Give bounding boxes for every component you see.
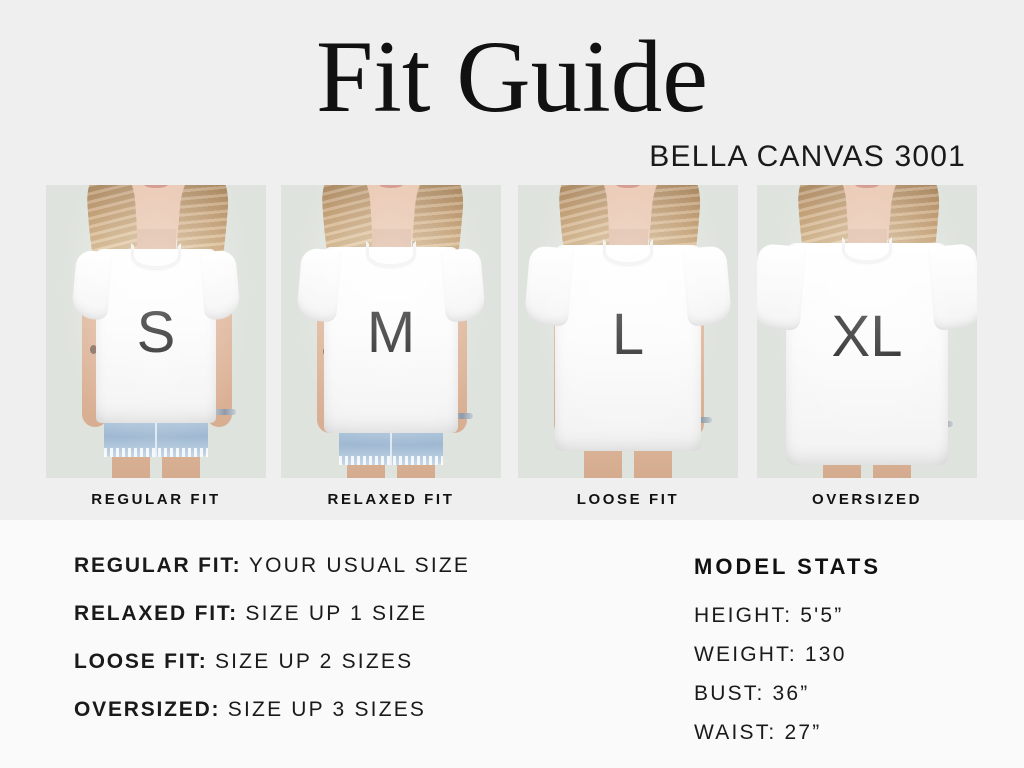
size-letter-m: M [366, 300, 416, 365]
lips-icon [615, 185, 641, 188]
tshirt-l [523, 239, 733, 451]
page-title: Fit Guide [316, 20, 708, 134]
sleeve-left [295, 247, 343, 323]
collar-shape [131, 243, 181, 269]
size-letter-xl: XL [831, 304, 903, 369]
tshirt-m [295, 241, 487, 433]
tshirt-s [71, 243, 241, 423]
bracelet-icon [690, 417, 712, 423]
fit-label-oversized: OVERSIZED: [74, 698, 221, 721]
size-panel-xl[interactable]: XL OVERSIZED [757, 185, 977, 508]
size-caption-s: REGULAR FIT [91, 491, 221, 508]
info-band: REGULAR FIT: YOUR USUAL SIZE RELAXED FIT… [0, 520, 1024, 768]
fit-row-regular: REGULAR FIT: YOUR USUAL SIZE [74, 554, 470, 578]
fit-value-relaxed: SIZE UP 1 SIZE [245, 602, 428, 625]
fit-value-loose: SIZE UP 2 SIZES [214, 650, 414, 673]
lips-icon [378, 185, 404, 188]
bracelet-icon [451, 413, 473, 419]
lips-icon [854, 185, 880, 188]
lips-icon [143, 185, 169, 188]
tattoo-icon [90, 345, 97, 354]
sleeve-left [523, 245, 575, 327]
sleeve-right [681, 245, 733, 327]
size-panel-l[interactable]: L LOOSE FIT [518, 185, 738, 508]
fit-label-regular: REGULAR FIT: [74, 554, 242, 577]
fit-guide-list: REGULAR FIT: YOUR USUAL SIZE RELAXED FIT… [74, 554, 470, 746]
fit-row-loose: LOOSE FIT: SIZE UP 2 SIZES [74, 650, 470, 674]
size-panel-strip: S REGULAR FIT [0, 185, 1024, 520]
fit-value-regular: YOUR USUAL SIZE [248, 554, 471, 577]
size-caption-m: RELAXED FIT [327, 491, 455, 508]
model-stat-height: HEIGHT: 5'5” [694, 604, 844, 627]
size-letter-l: L [611, 302, 645, 367]
sleeve-left [757, 243, 807, 331]
model-photo-m: M [281, 185, 501, 478]
sleeve-right [199, 249, 241, 321]
model-stat-bust: BUST: 36” [694, 682, 810, 705]
sleeve-right [927, 243, 977, 331]
fit-row-oversized: OVERSIZED: SIZE UP 3 SIZES [74, 698, 470, 722]
size-caption-xl: OVERSIZED [811, 491, 923, 508]
model-photo-xl: XL [757, 185, 977, 478]
model-stats-block: MODEL STATS HEIGHT: 5'5” WEIGHT: 130 BUS… [694, 554, 881, 760]
fit-label-relaxed: RELAXED FIT: [74, 602, 238, 625]
model-photo-s: S [46, 185, 266, 478]
model-stat-waist: WAIST: 27” [694, 721, 822, 744]
tshirt-xl [757, 237, 977, 465]
model-stats-title: MODEL STATS [694, 554, 881, 579]
collar-shape [366, 241, 416, 267]
fit-row-relaxed: RELAXED FIT: SIZE UP 1 SIZE [74, 602, 470, 626]
size-panel-m[interactable]: M RELAXED FIT [281, 185, 501, 508]
size-caption-l: LOOSE FIT [576, 491, 680, 508]
header: Fit Guide BELLA CANVAS 3001 [0, 0, 1024, 180]
fit-label-loose: LOOSE FIT: [74, 650, 208, 673]
size-letter-s: S [136, 300, 176, 365]
fit-value-oversized: SIZE UP 3 SIZES [227, 698, 427, 721]
size-panel-s[interactable]: S REGULAR FIT [46, 185, 266, 508]
collar-shape [603, 239, 653, 265]
sleeve-left [71, 249, 113, 321]
bracelet-icon [214, 409, 236, 415]
model-stat-weight: WEIGHT: 130 [694, 643, 847, 666]
model-photo-l: L [518, 185, 738, 478]
product-subtitle: BELLA CANVAS 3001 [649, 140, 966, 173]
sleeve-right [439, 247, 487, 323]
collar-shape [842, 237, 892, 263]
